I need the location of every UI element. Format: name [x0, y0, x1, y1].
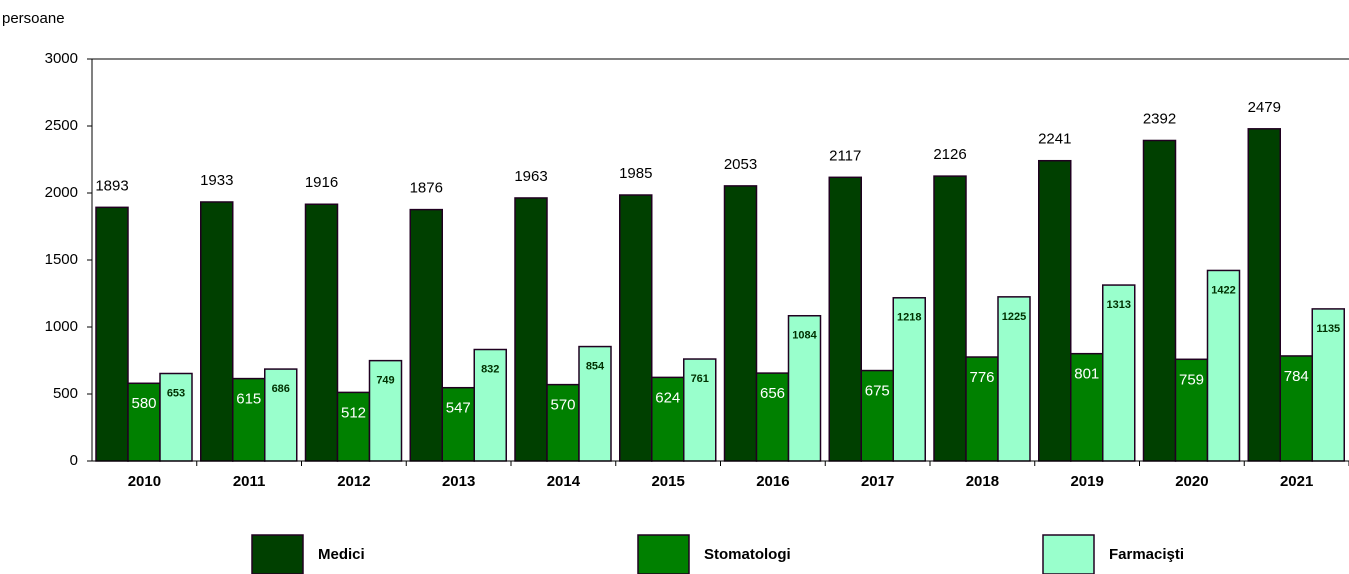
bar: [159, 372, 193, 462]
bar: [578, 345, 612, 462]
bar: [304, 203, 339, 462]
bar: [828, 176, 862, 462]
value-label: 1876: [410, 180, 443, 197]
value-label: 1135: [1316, 323, 1340, 335]
value-label: 1422: [1211, 284, 1235, 296]
value-label: 656: [760, 385, 785, 402]
bar: [965, 356, 999, 462]
value-label: 1985: [619, 165, 652, 182]
x-tick-label: 2010: [128, 473, 161, 490]
y-axis-label: persoane: [2, 10, 65, 27]
value-label: 2126: [933, 146, 966, 163]
bar: [409, 208, 443, 462]
bar: [95, 206, 129, 462]
legend-swatch: [251, 534, 304, 574]
bar: [1206, 269, 1241, 462]
y-tick-label: 500: [53, 385, 78, 402]
value-label: 2053: [724, 156, 757, 173]
bar: [1279, 355, 1313, 462]
value-label: 653: [167, 387, 185, 399]
value-label: 854: [586, 360, 605, 372]
bar: [683, 358, 717, 462]
bar: [1247, 128, 1281, 462]
value-label: 2117: [829, 147, 861, 164]
bar: [264, 368, 298, 462]
x-tick-label: 2011: [233, 473, 266, 490]
value-label: 1225: [1002, 311, 1026, 323]
bar: [336, 391, 371, 462]
legend-label: Farmacişti: [1109, 546, 1184, 563]
bar: [755, 372, 790, 462]
bar: [1102, 284, 1136, 462]
value-label: 547: [446, 400, 471, 417]
bar: [723, 185, 758, 462]
value-label: 759: [1179, 371, 1204, 388]
value-label: 686: [272, 383, 290, 395]
value-label: 512: [341, 404, 366, 421]
value-label: 1916: [305, 174, 338, 191]
value-label: 2479: [1248, 99, 1281, 116]
x-tick-label: 2014: [547, 473, 581, 490]
x-tick-label: 2018: [966, 473, 999, 490]
bar: [933, 175, 967, 462]
value-label: 1084: [792, 330, 817, 342]
value-label: 615: [236, 391, 261, 408]
x-tick-label: 2017: [861, 473, 894, 490]
value-label: 570: [550, 397, 575, 414]
bar: [514, 197, 548, 462]
legend-swatch: [1042, 534, 1095, 574]
value-label: 1933: [200, 172, 233, 189]
value-label: 2241: [1038, 131, 1071, 148]
x-tick-label: 2016: [756, 473, 789, 490]
y-tick-label: 1500: [45, 251, 78, 268]
y-tick-label: 2500: [45, 117, 78, 134]
value-label: 784: [1284, 368, 1309, 385]
bar: [473, 348, 507, 462]
bar: [787, 314, 822, 462]
x-tick-label: 2021: [1280, 473, 1313, 490]
y-tick-label: 2000: [45, 184, 78, 201]
y-tick-label: 1000: [45, 318, 78, 335]
y-tick-label: 0: [70, 452, 78, 469]
legend-swatch: [637, 534, 690, 574]
value-label: 675: [865, 383, 890, 400]
value-label: 1218: [897, 312, 921, 324]
bar: [200, 201, 234, 462]
x-tick-label: 2015: [651, 473, 684, 490]
x-tick-label: 2012: [337, 473, 370, 490]
value-label: 1313: [1107, 299, 1131, 311]
bar: [1142, 139, 1177, 462]
bar: [546, 383, 580, 462]
bar: [892, 297, 926, 462]
value-label: 749: [376, 375, 394, 387]
x-tick-label: 2013: [442, 473, 475, 490]
y-tick-label: 3000: [45, 50, 78, 67]
legend-label: Medici: [318, 546, 365, 563]
x-tick-label: 2019: [1070, 473, 1103, 490]
value-label: 1963: [514, 168, 547, 185]
value-label: 624: [655, 389, 680, 406]
legend-label: Stomatologi: [704, 546, 791, 563]
bar: [1038, 159, 1072, 462]
value-label: 2392: [1143, 110, 1176, 127]
bar: [997, 296, 1031, 462]
value-label: 832: [481, 363, 499, 375]
value-label: 776: [969, 369, 994, 386]
x-tick-label: 2020: [1175, 473, 1208, 490]
value-label: 801: [1074, 366, 1099, 383]
value-label: 1893: [95, 177, 128, 194]
value-label: 761: [691, 373, 709, 385]
bar: [619, 194, 653, 462]
value-label: 580: [131, 395, 156, 412]
